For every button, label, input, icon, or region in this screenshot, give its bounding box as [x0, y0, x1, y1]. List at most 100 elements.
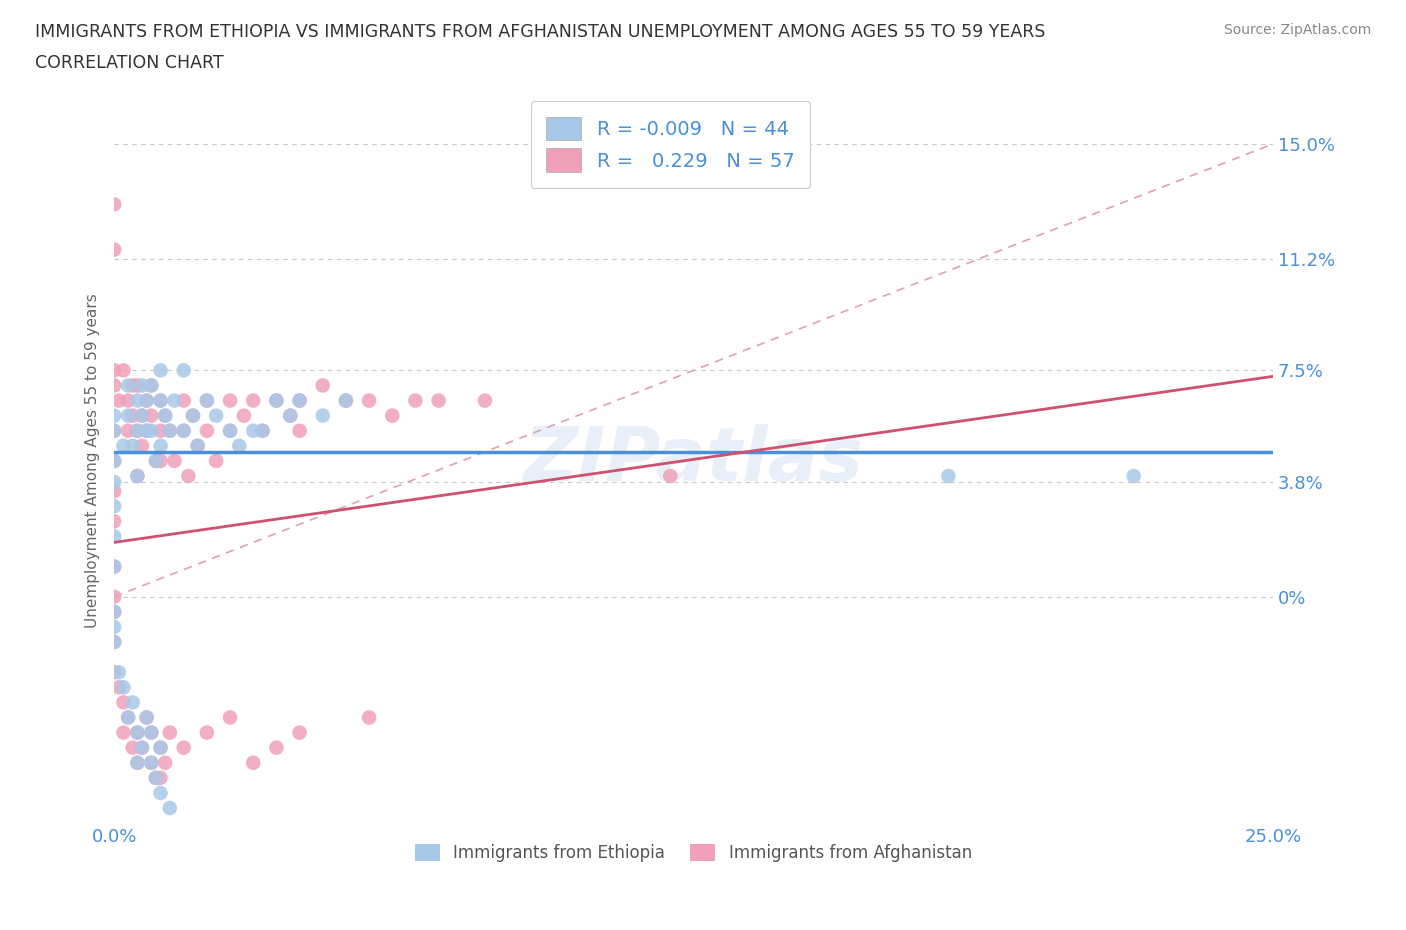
Point — [127, 469, 149, 484]
Point — [181, 408, 204, 423]
Point — [1122, 469, 1144, 484]
Point — [159, 725, 181, 740]
Point — [127, 423, 149, 438]
Point — [145, 770, 167, 785]
Point — [131, 408, 153, 423]
Text: CORRELATION CHART: CORRELATION CHART — [35, 54, 224, 72]
Point — [103, 474, 125, 489]
Point — [242, 393, 264, 408]
Point — [135, 710, 157, 724]
Point — [112, 695, 135, 710]
Point — [219, 423, 242, 438]
Point — [381, 408, 404, 423]
Point — [219, 710, 242, 724]
Point — [131, 740, 153, 755]
Point — [288, 393, 311, 408]
Point — [103, 423, 125, 438]
Point — [252, 423, 274, 438]
Point — [195, 393, 218, 408]
Point — [141, 755, 163, 770]
Point — [228, 438, 250, 453]
Point — [278, 408, 301, 423]
Point — [149, 393, 172, 408]
Text: IMMIGRANTS FROM ETHIOPIA VS IMMIGRANTS FROM AFGHANISTAN UNEMPLOYMENT AMONG AGES : IMMIGRANTS FROM ETHIOPIA VS IMMIGRANTS F… — [35, 23, 1046, 41]
Point — [127, 469, 149, 484]
Point — [149, 770, 172, 785]
Point — [149, 393, 172, 408]
Point — [145, 454, 167, 469]
Point — [117, 710, 139, 724]
Point — [233, 408, 256, 423]
Point — [117, 408, 139, 423]
Point — [131, 408, 153, 423]
Point — [135, 393, 157, 408]
Point — [404, 393, 426, 408]
Point — [359, 710, 381, 724]
Point — [103, 604, 125, 619]
Point — [127, 378, 149, 392]
Point — [121, 408, 143, 423]
Point — [135, 423, 157, 438]
Y-axis label: Unemployment Among Ages 55 to 59 years: Unemployment Among Ages 55 to 59 years — [86, 294, 100, 629]
Point — [312, 408, 335, 423]
Point — [117, 378, 139, 392]
Point — [145, 770, 167, 785]
Point — [103, 665, 125, 680]
Point — [127, 725, 149, 740]
Point — [127, 755, 149, 770]
Point — [312, 378, 335, 392]
Point — [149, 454, 172, 469]
Text: Source: ZipAtlas.com: Source: ZipAtlas.com — [1223, 23, 1371, 37]
Point — [135, 710, 157, 724]
Point — [131, 378, 153, 392]
Point — [173, 363, 195, 378]
Point — [159, 801, 181, 816]
Point — [187, 438, 209, 453]
Point — [103, 197, 125, 212]
Point — [121, 378, 143, 392]
Point — [103, 408, 125, 423]
Point — [288, 393, 311, 408]
Point — [149, 438, 172, 453]
Point — [141, 725, 163, 740]
Point — [103, 559, 125, 574]
Point — [103, 378, 125, 392]
Point — [474, 393, 496, 408]
Point — [108, 393, 131, 408]
Point — [117, 710, 139, 724]
Point — [149, 363, 172, 378]
Point — [173, 423, 195, 438]
Point — [127, 393, 149, 408]
Point — [266, 740, 288, 755]
Point — [121, 438, 143, 453]
Point — [127, 725, 149, 740]
Point — [141, 378, 163, 392]
Point — [219, 423, 242, 438]
Point — [103, 454, 125, 469]
Point — [103, 454, 125, 469]
Point — [181, 408, 204, 423]
Point — [103, 529, 125, 544]
Point — [153, 408, 176, 423]
Point — [117, 393, 139, 408]
Point — [163, 454, 186, 469]
Point — [149, 740, 172, 755]
Point — [131, 740, 153, 755]
Point — [103, 619, 125, 634]
Point — [195, 423, 218, 438]
Point — [103, 590, 125, 604]
Point — [266, 393, 288, 408]
Point — [103, 242, 125, 257]
Point — [173, 393, 195, 408]
Point — [121, 695, 143, 710]
Point — [163, 393, 186, 408]
Point — [159, 423, 181, 438]
Point — [121, 740, 143, 755]
Point — [141, 408, 163, 423]
Point — [145, 454, 167, 469]
Point — [141, 755, 163, 770]
Point — [266, 393, 288, 408]
Legend: Immigrants from Ethiopia, Immigrants from Afghanistan: Immigrants from Ethiopia, Immigrants fro… — [408, 838, 979, 870]
Point — [127, 423, 149, 438]
Point — [108, 680, 131, 695]
